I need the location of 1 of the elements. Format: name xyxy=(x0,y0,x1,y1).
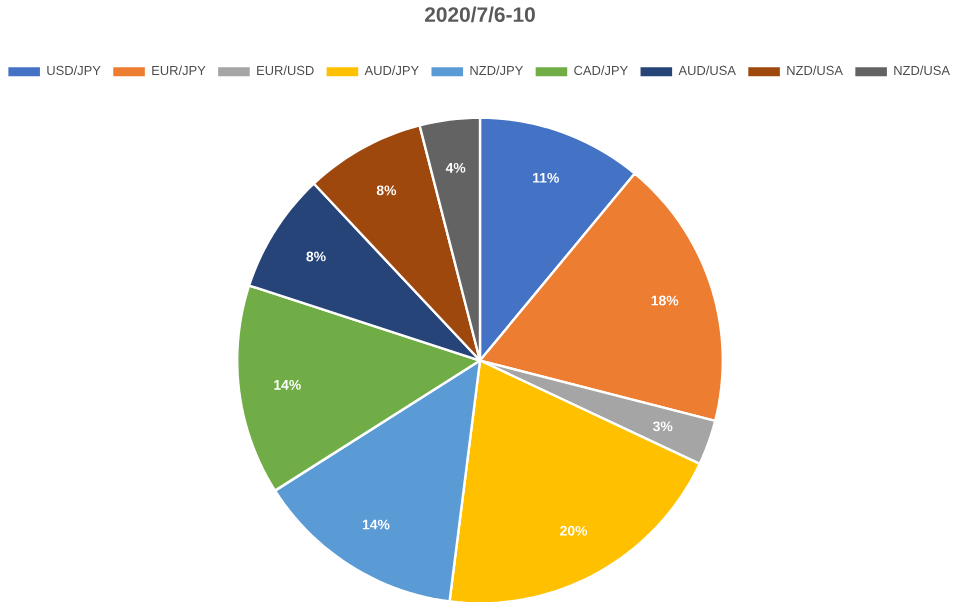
chart-title: 2020/7/6-10 xyxy=(424,6,535,22)
